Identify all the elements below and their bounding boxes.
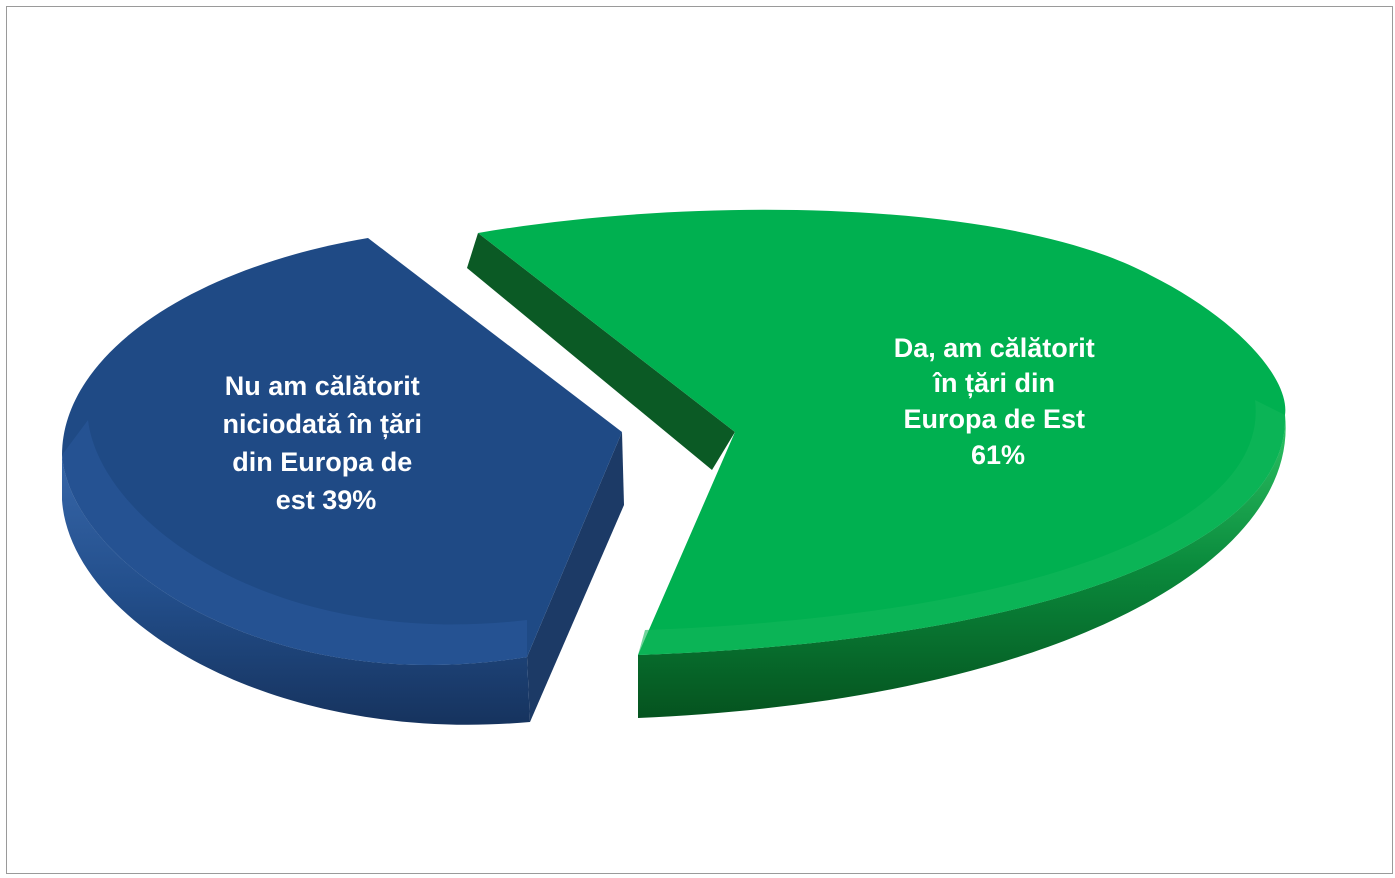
pie-slice-1-rim [62,455,530,725]
pie-slice-0 [467,209,1286,718]
pie-slice-1-bevel [62,420,527,665]
pie-slice-0-label-line-1: Da, am călătorit [894,333,1095,363]
pie-slice-1 [62,238,624,725]
pie-slice-1-top [62,238,622,665]
pie-slice-1-side [527,432,624,722]
pie-slice-0-label-line-3: Europa de Est [903,404,1085,434]
pie-slice-0-label-line-2: în țări din [931,368,1055,398]
pie-slice-0-label-line-4: 61% [971,440,1025,470]
pie-slice-1-label-line-3: din Europa de [232,447,412,477]
pie-slice-1-label-line-4: est 39% [276,485,377,515]
pie-slice-0-side [467,233,735,470]
pie-slice-1-label-line-1: Nu am călătorit [225,371,420,401]
pie-slice-0-rim [638,415,1286,718]
pie-slice-0-bevel [638,400,1286,655]
pie-slice-0-label: Da, am călătorit în țări din Europa de E… [894,333,1103,470]
pie-slice-0-top [478,209,1286,655]
pie-slice-1-label: Nu am călătorit niciodată în țări din Eu… [222,371,429,515]
pie-slice-1-label-line-2: niciodată în țări [222,409,422,439]
